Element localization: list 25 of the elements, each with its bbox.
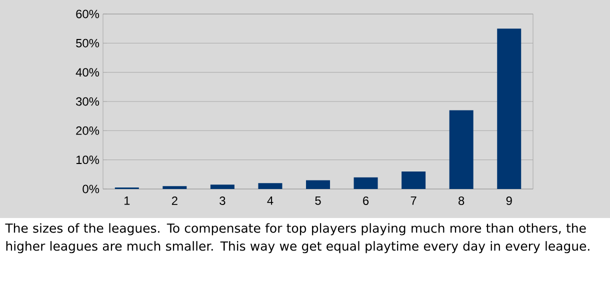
x-tick-label: 6 — [363, 196, 369, 205]
x-tick-label: 4 — [267, 196, 274, 205]
bar — [497, 28, 522, 189]
x-tick-label: 8 — [458, 196, 464, 205]
bar — [354, 177, 378, 189]
x-tick-label: 3 — [220, 196, 226, 205]
x-tick-label: 1 — [124, 196, 130, 205]
y-tick-label: 30% — [76, 97, 100, 106]
bar — [306, 180, 330, 189]
bar — [258, 183, 282, 189]
y-tick-label: 40% — [76, 68, 100, 77]
bar — [162, 186, 187, 189]
bar — [402, 172, 426, 189]
y-tick-label: 50% — [76, 38, 100, 48]
x-tick-label: 2 — [172, 196, 178, 205]
x-tick-label: 5 — [315, 196, 321, 205]
y-tick-label: 20% — [76, 126, 100, 135]
bar — [449, 110, 474, 189]
x-tick-label: 7 — [410, 196, 416, 205]
bar — [210, 184, 234, 189]
text: The sizes of the leagues. To compensate for top players playing much more than others, the higher leagues are much smaller. This way we get equal playtime every day in every league. — [5, 223, 590, 254]
y-tick-label: 60% — [76, 10, 100, 18]
y-tick-label: 10% — [76, 156, 100, 164]
x-tick-label: 9 — [506, 196, 512, 205]
y-tick-label: 0% — [82, 184, 100, 194]
